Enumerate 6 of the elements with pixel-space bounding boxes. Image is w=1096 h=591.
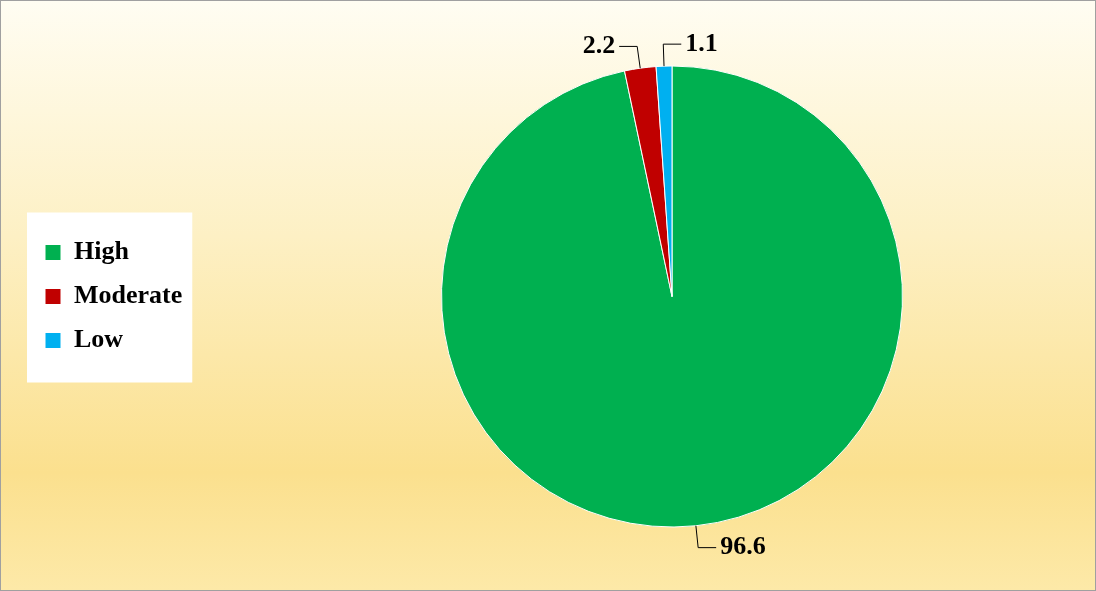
legend-label: Moderate [74,280,183,310]
data-label: 2.2 [582,30,616,60]
legend-label: Low [74,324,124,354]
data-label: 1.1 [685,27,718,57]
legend-label: High [74,236,130,266]
data-label: 96.6 [720,531,766,561]
